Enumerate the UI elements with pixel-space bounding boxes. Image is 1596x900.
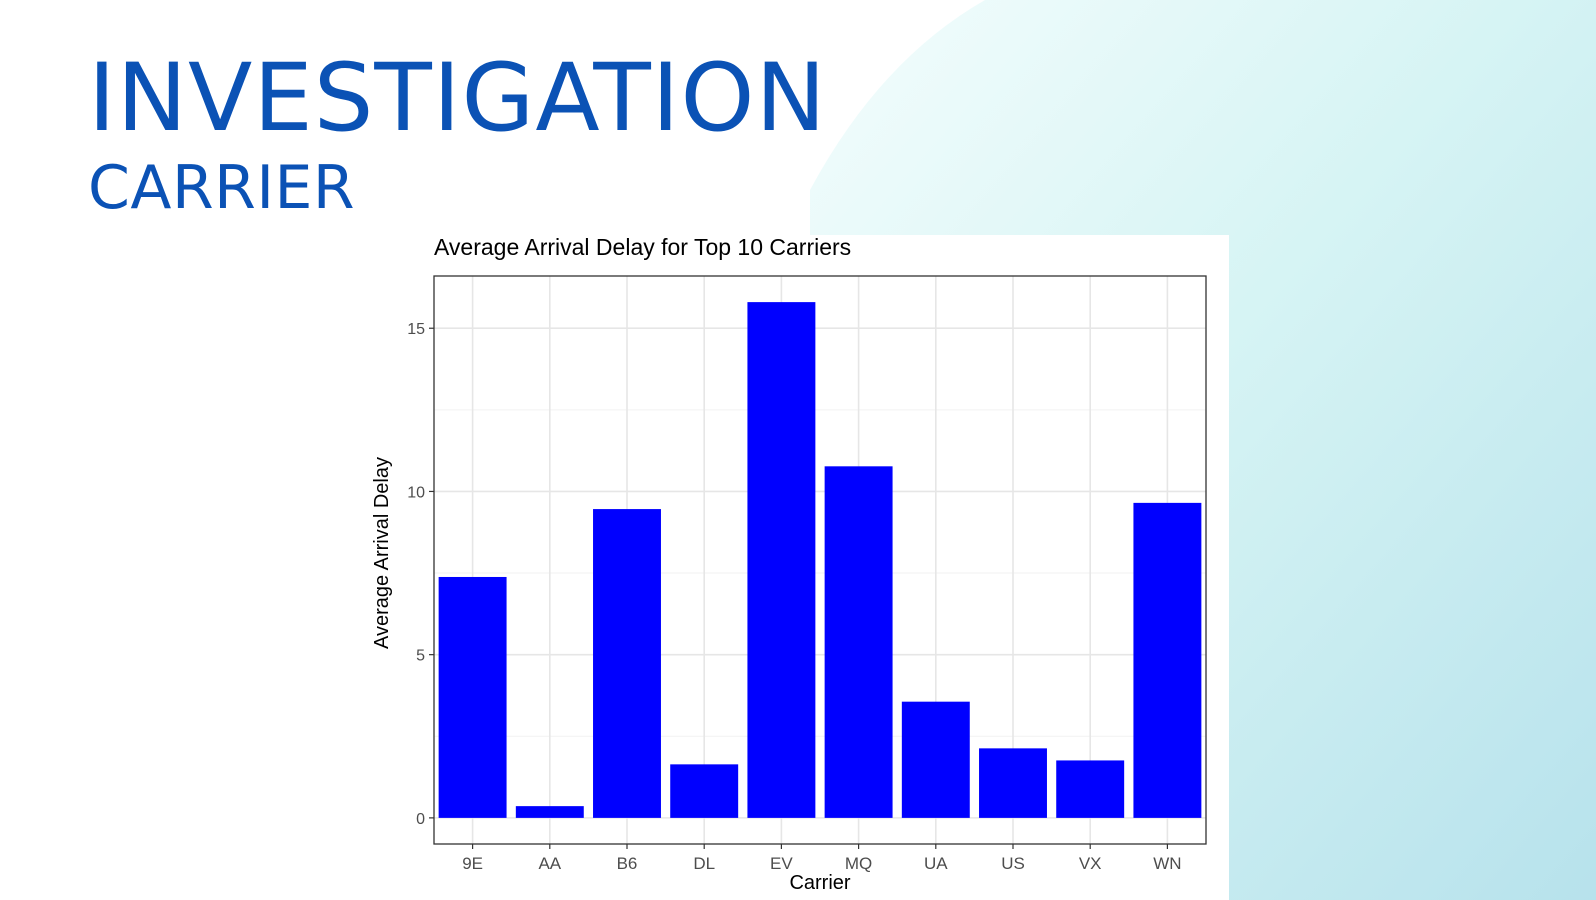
bar-vx <box>1056 760 1125 818</box>
bar-b6 <box>593 509 661 818</box>
y-tick-label: 5 <box>416 648 425 665</box>
bar-chart: Average Arrival Delay for Top 10 Carrier… <box>371 235 1207 894</box>
bars <box>438 302 1202 818</box>
x-tick-label: WN <box>1153 854 1181 873</box>
bar-wn <box>1133 502 1202 818</box>
x-tick-label: AA <box>538 854 561 873</box>
bar-ua <box>901 701 970 818</box>
bar-9e <box>438 576 507 818</box>
x-tick-label: 9E <box>462 854 483 873</box>
x-tick-label: VX <box>1079 854 1102 873</box>
x-tick-label: UA <box>924 854 948 873</box>
bar-ev <box>747 302 816 818</box>
slide-title: INVESTIGATION <box>88 44 827 153</box>
y-tick-label: 15 <box>407 321 425 338</box>
x-tick-label: US <box>1001 854 1025 873</box>
x-tick-label: EV <box>770 854 793 873</box>
y-tick-label: 10 <box>407 484 425 501</box>
x-axis-ticks: 9E AA B6 DL EV MQ UA US VX WN <box>462 844 1182 873</box>
plot-border <box>433 275 1207 845</box>
x-tick-label: DL <box>693 854 715 873</box>
x-tick-label: MQ <box>845 854 872 873</box>
y-axis-label: Average Arrival Delay <box>371 457 393 649</box>
chart-title: Average Arrival Delay for Top 10 Carrier… <box>434 235 851 260</box>
y-tick-label: 0 <box>416 811 425 828</box>
slide-subtitle: CARRIER <box>88 153 356 223</box>
bar-aa <box>515 806 584 818</box>
x-axis-label: Carrier <box>789 872 850 894</box>
bar-us <box>979 748 1047 818</box>
chart-panel: Average Arrival Delay for Top 10 Carrier… <box>365 235 1229 900</box>
x-tick-label: B6 <box>617 854 638 873</box>
bar-mq <box>824 466 893 818</box>
y-axis-ticks: 0 5 10 15 <box>407 321 434 828</box>
grid-lines <box>434 276 1206 844</box>
bar-dl <box>670 764 739 818</box>
